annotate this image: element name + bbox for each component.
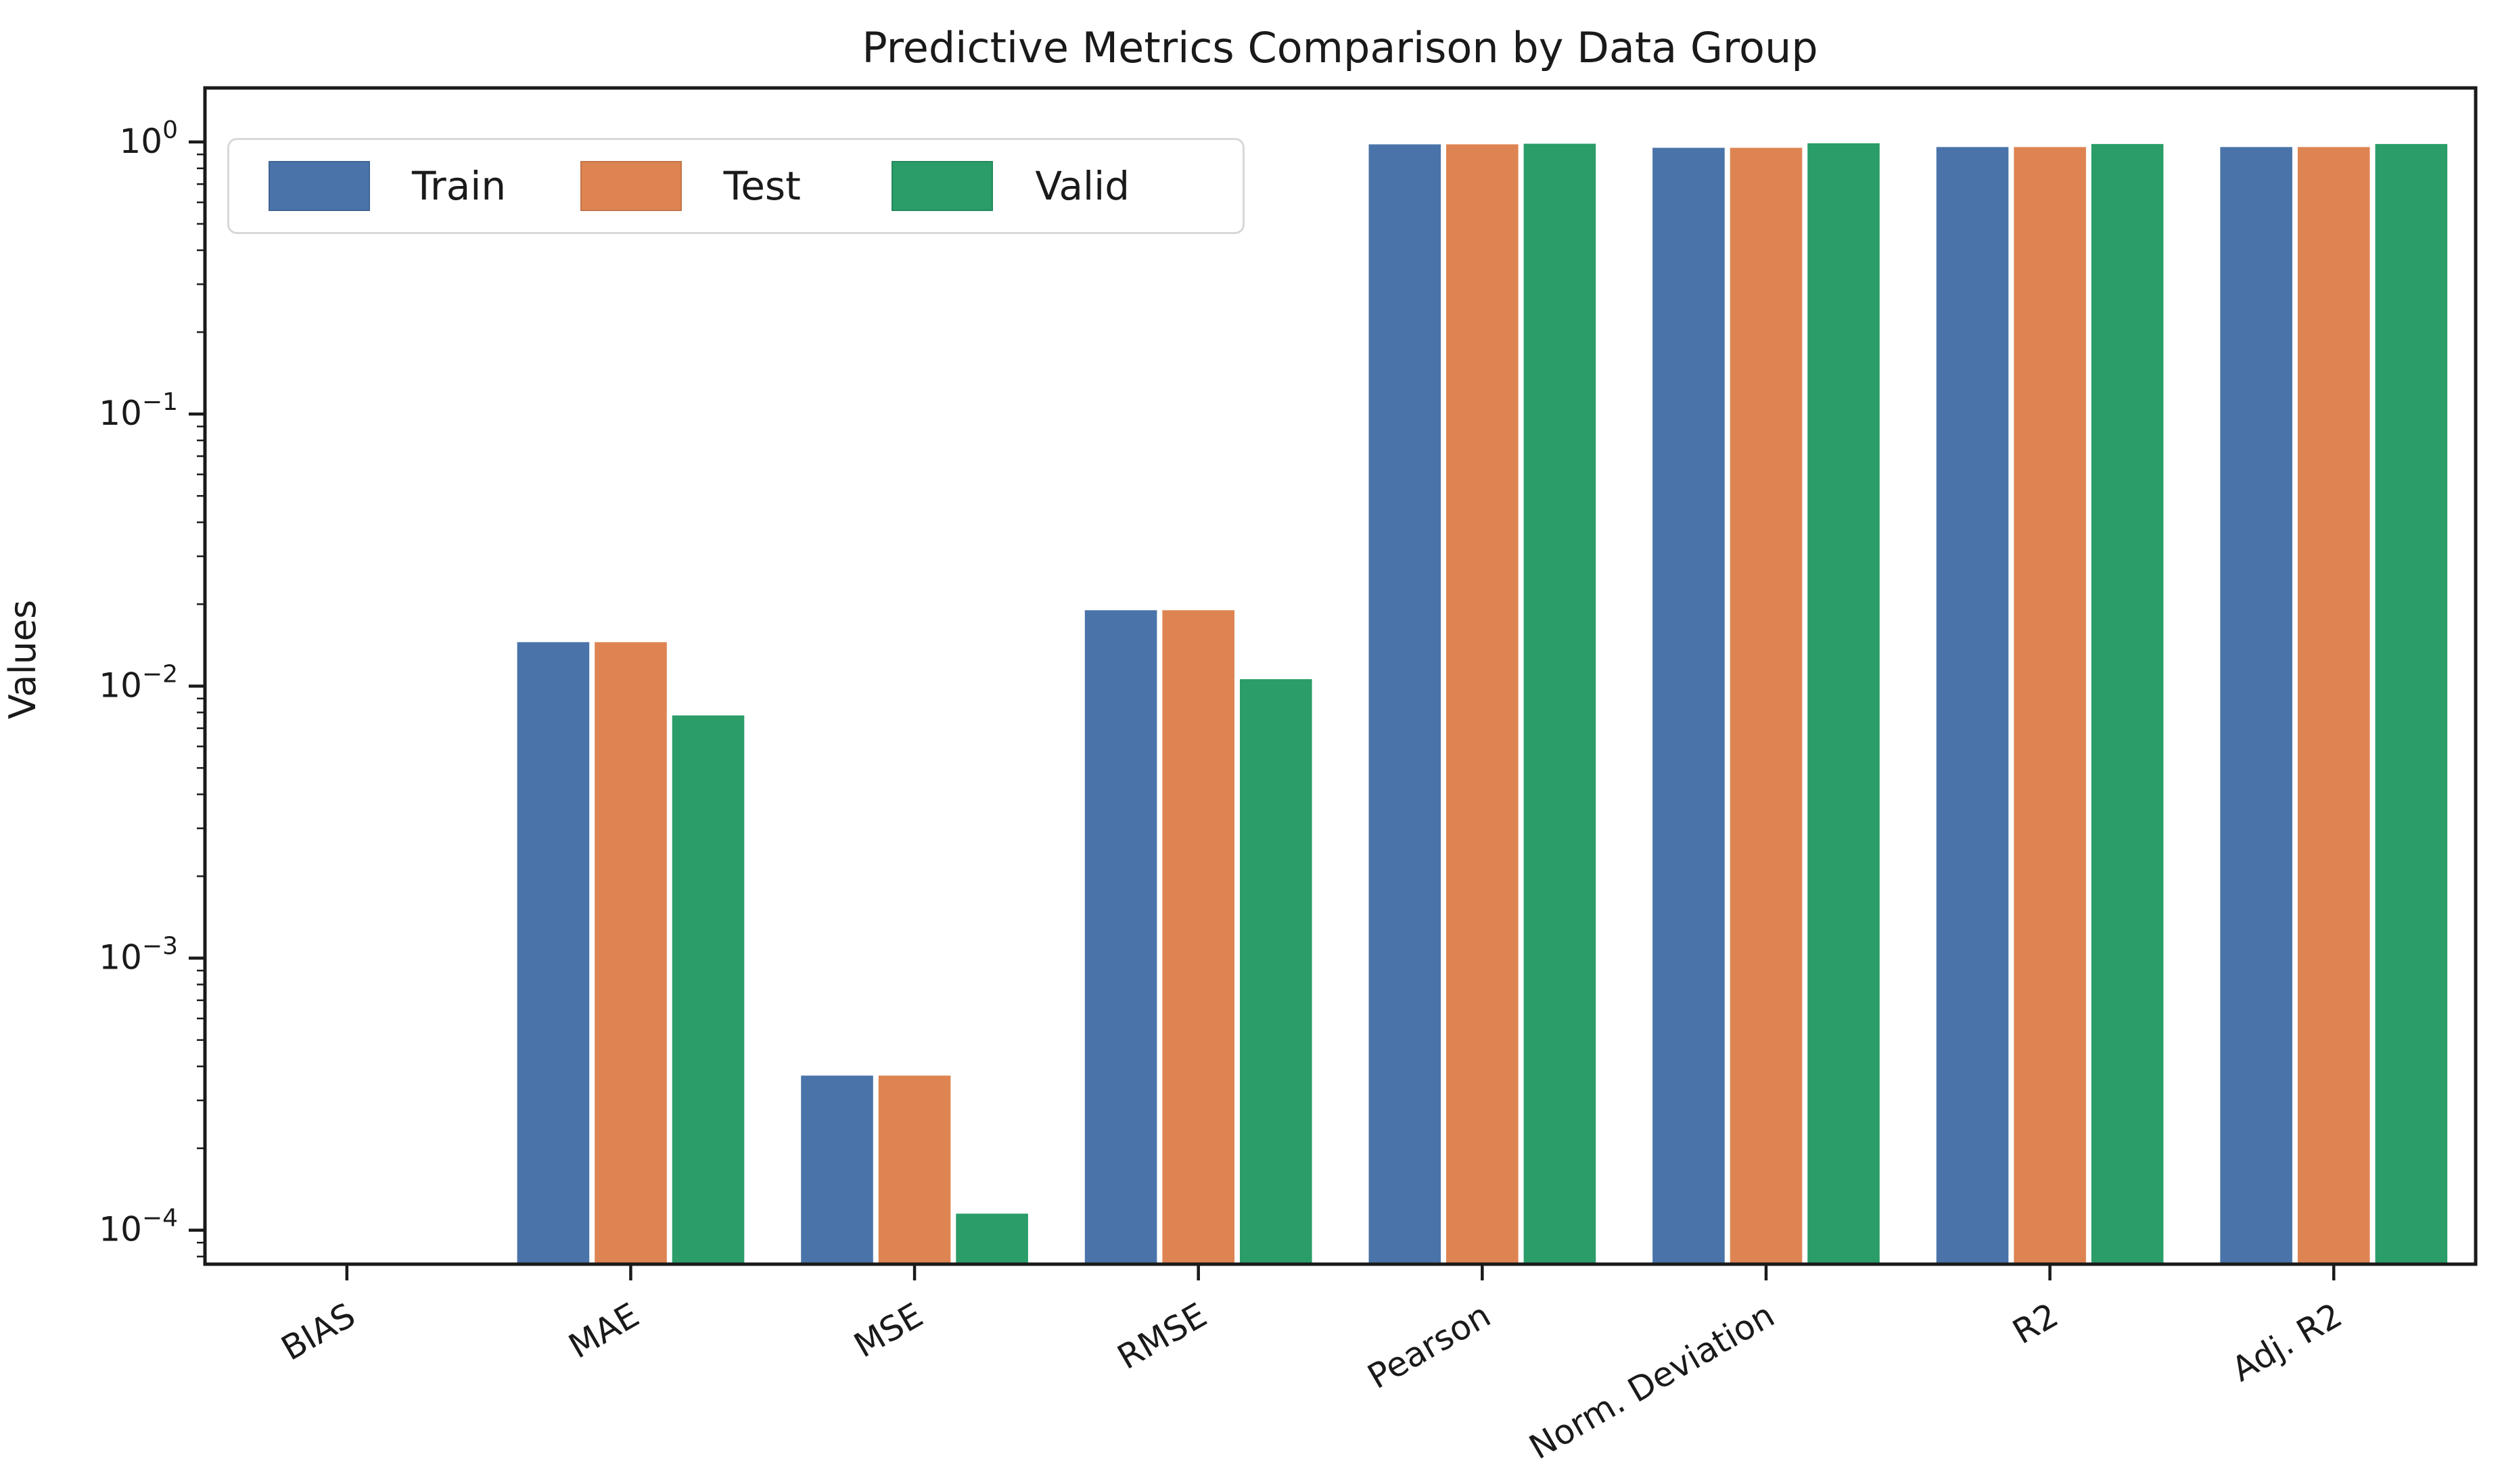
bar-r2-valid [2091, 143, 2164, 1264]
bar-rmse-train [1084, 610, 1157, 1264]
x-tick-label: RMSE [1111, 1295, 1213, 1377]
y-tick-label: 10−3 [99, 933, 178, 977]
x-tick-label: MAE [562, 1295, 645, 1366]
legend-swatch-test-icon [580, 161, 682, 211]
bar-mse-test [878, 1075, 951, 1264]
bar-mse-valid [956, 1213, 1028, 1264]
legend-item-valid: Valid [892, 161, 1203, 211]
bar-rmse-test [1162, 610, 1234, 1264]
bar-pearson-test [1446, 144, 1519, 1264]
y-axis-label: Values [1, 600, 44, 719]
plot-spines [203, 86, 2478, 1266]
x-tick-label: BIAS [275, 1295, 362, 1368]
bar-norm-deviation-valid [1807, 143, 1880, 1264]
legend-item-train: Train [269, 161, 580, 211]
bar-adj-r2-valid [2375, 143, 2448, 1264]
bar-pearson-valid [1523, 143, 1596, 1264]
x-tick-label: MSE [848, 1295, 929, 1365]
chart-title: Predictive Metrics Comparison by Data Gr… [862, 23, 1818, 72]
x-tick-label: Norm. Deviation [1523, 1295, 1781, 1467]
y-tick-label: 100 [119, 116, 178, 161]
bar-adj-r2-test [2297, 147, 2370, 1264]
legend-label-test: Test [723, 163, 801, 209]
x-tick-label: Pearson [1361, 1295, 1497, 1397]
legend-label-valid: Valid [1035, 163, 1130, 209]
legend: Train Test Valid [227, 138, 1245, 234]
bar-mae-train [517, 642, 590, 1264]
bar-adj-r2-train [2220, 147, 2292, 1264]
bars-layer [517, 143, 2448, 1264]
y-tick-label: 10−2 [99, 660, 178, 705]
bar-norm-deviation-test [1730, 147, 1803, 1264]
bar-mae-valid [672, 715, 745, 1264]
bar-pearson-train [1368, 144, 1441, 1264]
legend-item-test: Test [580, 161, 892, 211]
bar-r2-test [2014, 147, 2086, 1264]
bar-rmse-valid [1240, 679, 1312, 1264]
bar-mse-train [801, 1075, 873, 1264]
y-tick-label: 10−4 [99, 1205, 178, 1249]
legend-swatch-valid-icon [892, 161, 994, 211]
bar-norm-deviation-train [1652, 147, 1725, 1264]
bar-mae-test [595, 642, 667, 1264]
x-tick-label: Adj. R2 [2225, 1295, 2349, 1389]
legend-label-train: Train [412, 163, 507, 209]
bar-r2-train [1936, 147, 2009, 1264]
y-tick-label: 10−1 [99, 388, 178, 433]
legend-swatch-train-icon [269, 161, 370, 211]
x-tick-label: R2 [2006, 1295, 2065, 1352]
